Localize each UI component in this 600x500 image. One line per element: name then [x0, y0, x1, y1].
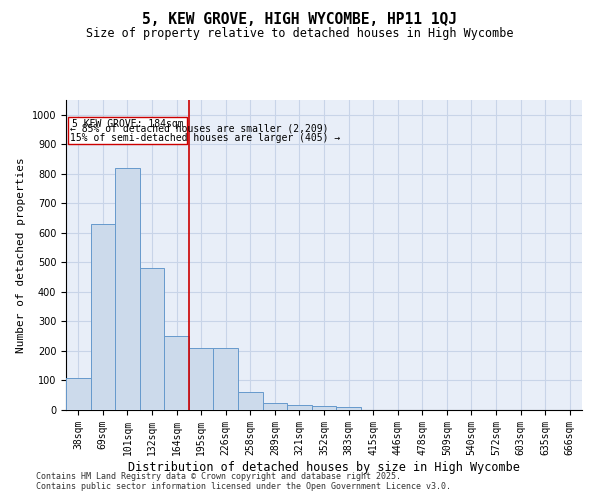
Bar	[115, 168, 140, 410]
Y-axis label: Number of detached properties: Number of detached properties	[16, 157, 26, 353]
Bar	[263, 402, 287, 410]
Bar	[336, 407, 361, 410]
Text: Contains HM Land Registry data © Crown copyright and database right 2025.: Contains HM Land Registry data © Crown c…	[36, 472, 401, 481]
Bar	[66, 378, 91, 410]
Text: Size of property relative to detached houses in High Wycombe: Size of property relative to detached ho…	[86, 28, 514, 40]
Bar	[214, 348, 238, 410]
Text: 15% of semi-detached houses are larger (405) →: 15% of semi-detached houses are larger (…	[70, 133, 340, 143]
Text: 5, KEW GROVE, HIGH WYCOMBE, HP11 1QJ: 5, KEW GROVE, HIGH WYCOMBE, HP11 1QJ	[143, 12, 458, 28]
Text: ← 85% of detached houses are smaller (2,209): ← 85% of detached houses are smaller (2,…	[70, 124, 328, 134]
Text: Contains public sector information licensed under the Open Government Licence v3: Contains public sector information licen…	[36, 482, 451, 491]
Bar	[312, 406, 336, 410]
Bar	[238, 392, 263, 410]
Bar	[287, 404, 312, 410]
X-axis label: Distribution of detached houses by size in High Wycombe: Distribution of detached houses by size …	[128, 460, 520, 473]
Bar	[68, 117, 187, 143]
Bar	[164, 336, 189, 410]
Bar	[91, 224, 115, 410]
Text: 5 KEW GROVE: 184sqm: 5 KEW GROVE: 184sqm	[71, 120, 183, 130]
Bar	[140, 268, 164, 410]
Bar	[189, 348, 214, 410]
